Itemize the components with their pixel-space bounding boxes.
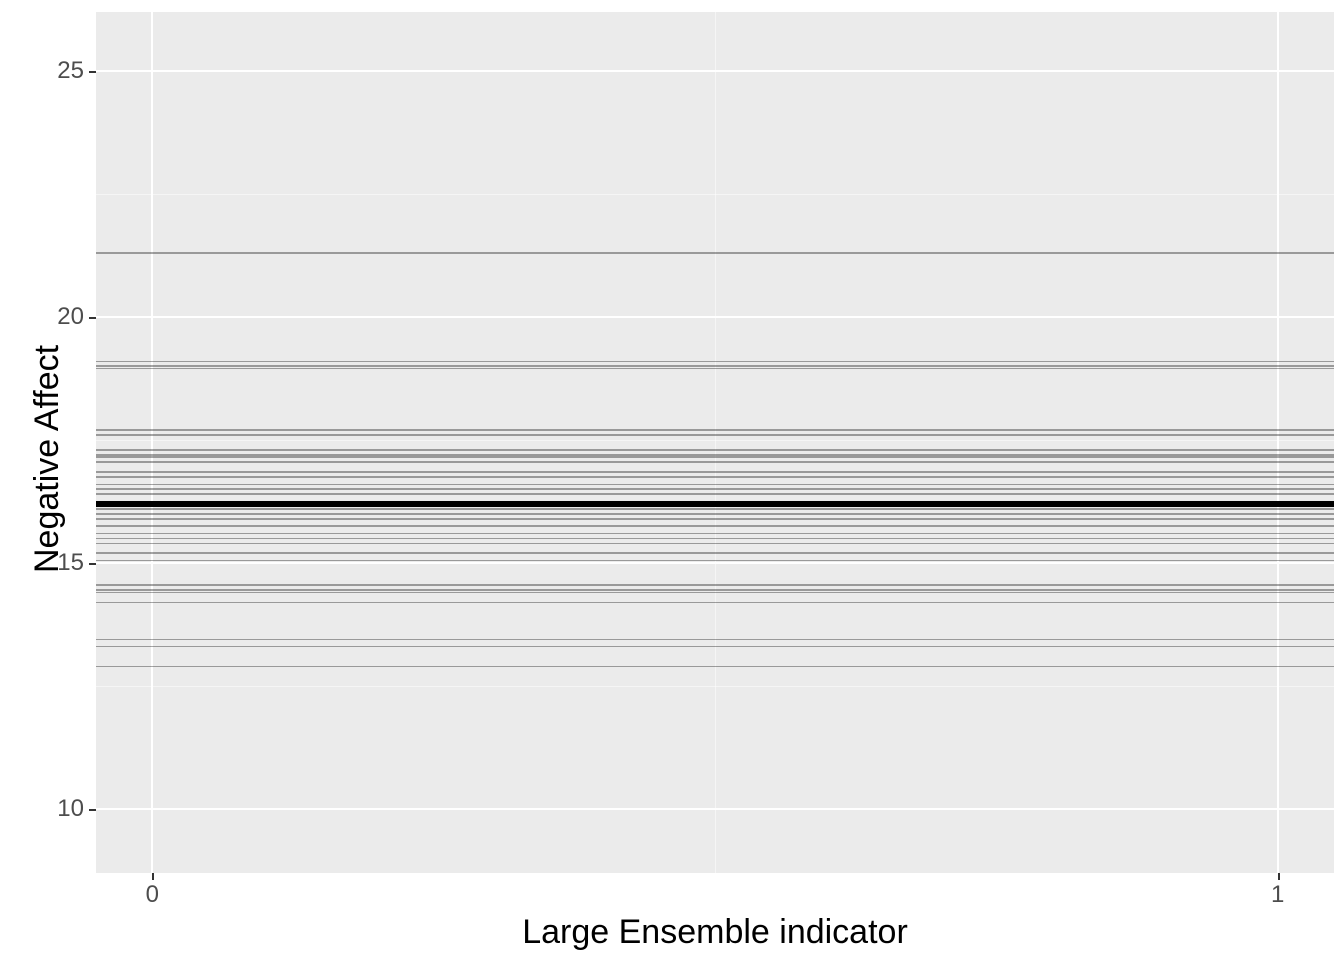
sample-line — [96, 592, 1334, 594]
sample-line — [96, 538, 1334, 540]
y-tick-label: 20 — [57, 305, 84, 329]
sample-line — [96, 365, 1334, 367]
y-tick — [89, 317, 96, 319]
sample-line — [96, 454, 1334, 456]
sample-line — [96, 513, 1334, 515]
sample-line — [96, 434, 1334, 436]
y-tick — [89, 563, 96, 565]
sample-line — [96, 666, 1334, 668]
main-line — [96, 501, 1334, 507]
sample-line — [96, 429, 1334, 431]
x-axis-title: Large Ensemble indicator — [515, 915, 915, 949]
sample-line — [96, 368, 1334, 370]
sample-line — [96, 525, 1334, 527]
sample-line — [96, 639, 1334, 641]
sample-line — [96, 518, 1334, 520]
sample-line — [96, 646, 1334, 648]
sample-line — [96, 456, 1334, 458]
sample-line — [96, 552, 1334, 554]
sample-line — [96, 508, 1334, 510]
sample-line — [96, 471, 1334, 473]
sample-line — [96, 476, 1334, 478]
sample-line — [96, 461, 1334, 463]
y-tick-label: 25 — [57, 59, 84, 83]
y-tick — [89, 71, 96, 73]
sample-line — [96, 449, 1334, 451]
grid-major-x — [1277, 12, 1279, 873]
sample-line — [96, 533, 1334, 535]
y-tick — [89, 809, 96, 811]
x-tick — [1278, 873, 1280, 880]
plot-panel — [96, 12, 1334, 873]
sample-line — [96, 361, 1334, 363]
sample-line — [96, 484, 1334, 486]
y-tick-label: 10 — [57, 797, 84, 821]
sample-line — [96, 560, 1334, 562]
x-tick — [152, 873, 154, 880]
sample-line — [96, 589, 1334, 591]
grid-minor-x — [715, 12, 716, 873]
x-tick-label: 0 — [102, 883, 202, 907]
sample-line — [96, 602, 1334, 604]
chart-root: 10152025 01 Negative Affect Large Ensemb… — [0, 0, 1344, 960]
x-tick-label: 1 — [1228, 883, 1328, 907]
grid-major-x — [151, 12, 153, 873]
y-axis-title: Negative Affect — [30, 344, 64, 572]
sample-line — [96, 584, 1334, 586]
sample-line — [96, 252, 1334, 254]
sample-line — [96, 493, 1334, 495]
sample-line — [96, 488, 1334, 490]
sample-line — [96, 543, 1334, 545]
